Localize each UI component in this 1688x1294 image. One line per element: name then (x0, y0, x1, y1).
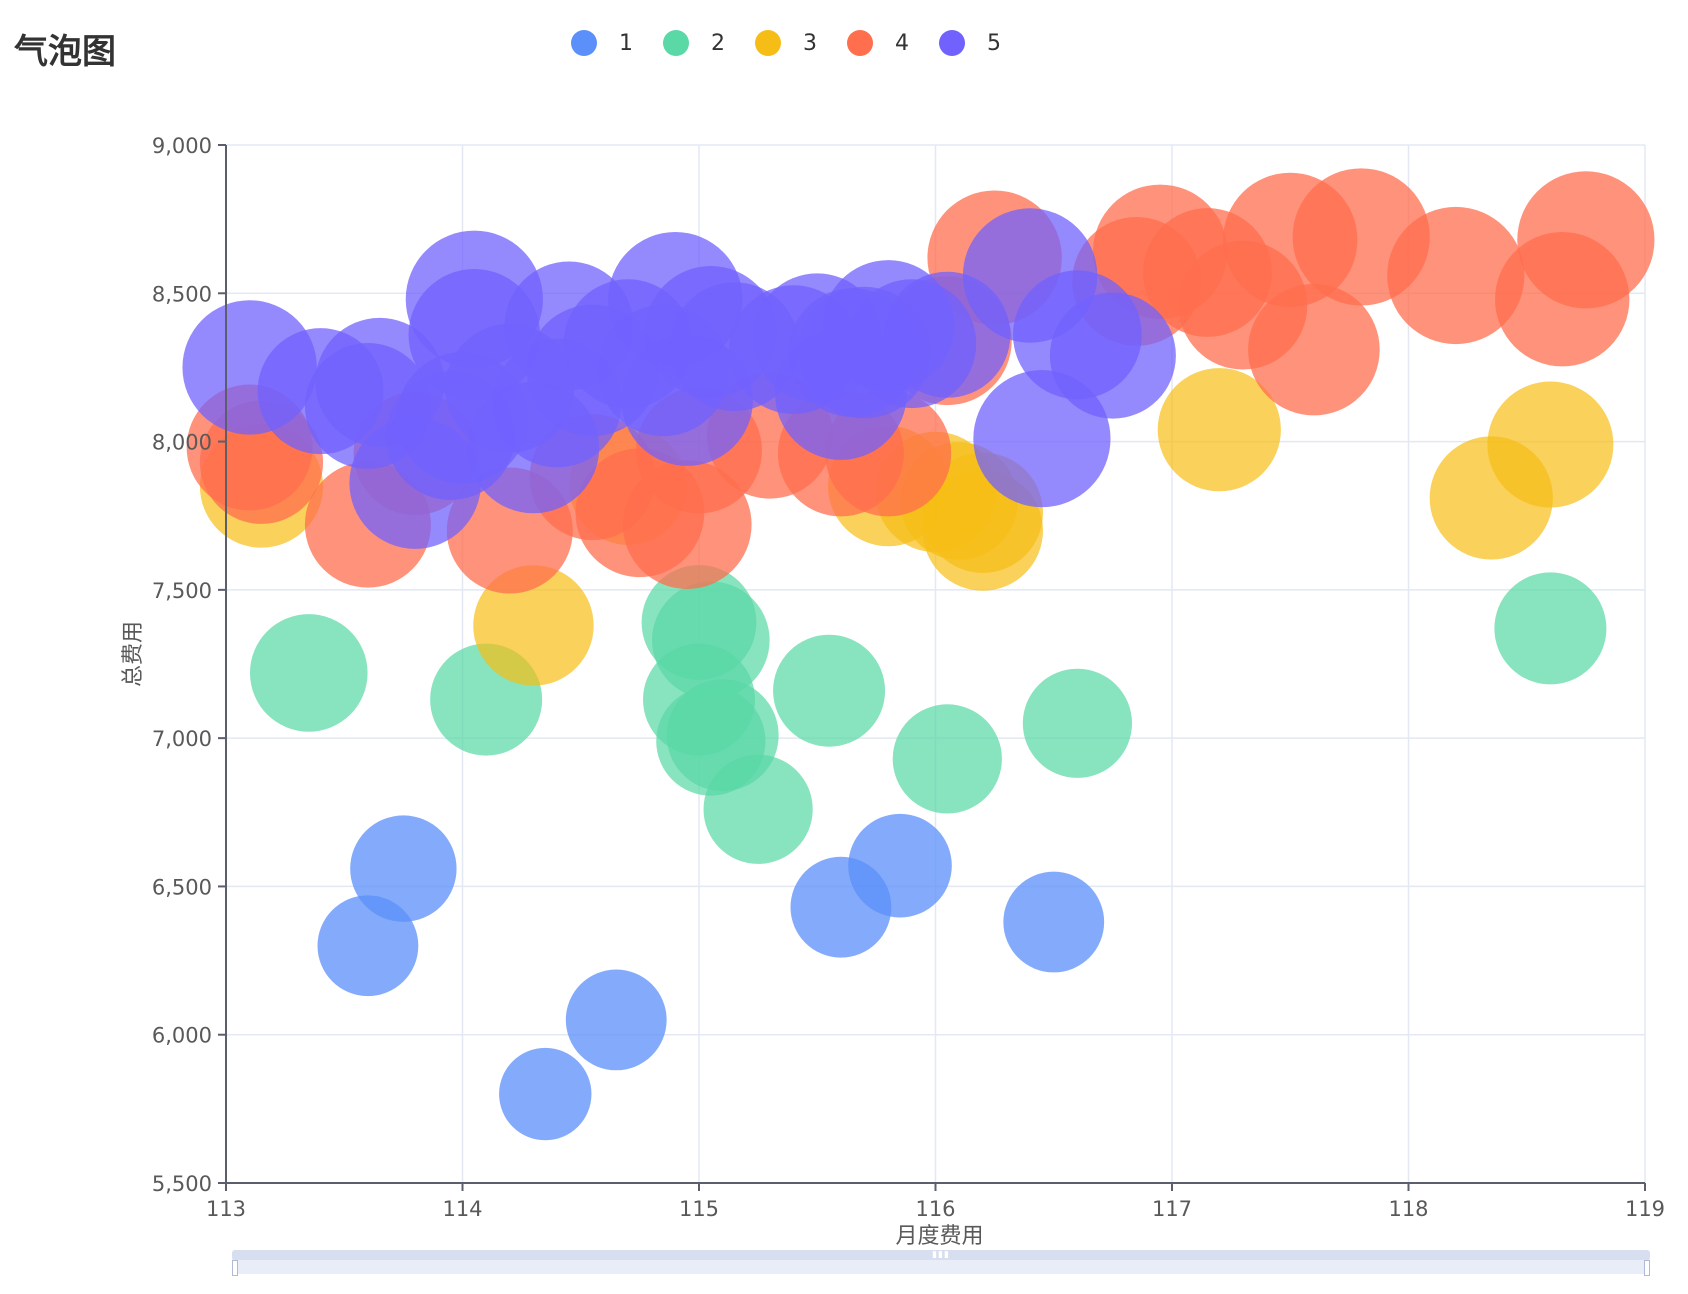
legend-label-series-2: 2 (711, 30, 725, 56)
x-tick-label: 114 (442, 1197, 482, 1221)
legend-swatch-series-5 (939, 30, 965, 56)
y-tick-label: 6,000 (152, 1024, 212, 1048)
y-tick-label: 9,000 (152, 134, 212, 158)
bubble-series-2[interactable] (773, 634, 886, 747)
y-tick-label: 8,000 (152, 431, 212, 455)
datazoom-track[interactable]: ▮▮▮ (232, 1250, 1650, 1260)
bubble-series-1[interactable] (350, 815, 457, 922)
legend-swatch-series-4 (847, 30, 873, 56)
datazoom-grip-icon[interactable]: ▮▮▮ (932, 1250, 950, 1260)
bubble-series-1[interactable] (565, 969, 667, 1071)
bubble-series-1[interactable] (499, 1047, 592, 1141)
y-tick-label: 5,500 (152, 1172, 212, 1196)
legend-item-series-1[interactable]: 1 (571, 30, 645, 56)
legend-swatch-series-3 (755, 30, 781, 56)
y-tick-label: 6,500 (152, 875, 212, 899)
y-axis-title: 总费用 (121, 621, 146, 687)
bubble-series-4[interactable] (1517, 171, 1655, 309)
legend-label-series-1: 1 (619, 30, 633, 56)
page-title: 气泡图 (14, 32, 116, 72)
bubble-series-2[interactable] (703, 754, 813, 864)
datazoom-left-handle[interactable] (232, 1260, 238, 1276)
legend-label-series-5: 5 (987, 30, 1001, 56)
legend-item-series-2[interactable]: 2 (663, 30, 737, 56)
bubble-series-1[interactable] (848, 813, 952, 918)
legend-swatch-series-1 (571, 30, 597, 56)
bubble-series-2[interactable] (1022, 668, 1132, 778)
bubble-series-2[interactable] (892, 704, 1002, 814)
legend-label-series-3: 3 (803, 30, 817, 56)
bubble-series-1[interactable] (1003, 871, 1105, 973)
bubble-series-4[interactable] (1248, 283, 1380, 416)
legend-item-series-4[interactable]: 4 (847, 30, 921, 56)
legend-item-series-5[interactable]: 5 (939, 30, 1013, 56)
chart-legend: 1 2 3 4 5 (0, 30, 1636, 56)
x-tick-label: 113 (206, 1197, 246, 1221)
legend-label-series-4: 4 (895, 30, 909, 56)
y-tick-label: 7,500 (152, 579, 212, 603)
datazoom-right-handle[interactable] (1644, 1260, 1650, 1276)
bubble-series-5[interactable] (1049, 292, 1176, 419)
y-tick-label: 7,000 (152, 727, 212, 751)
bubble-series-4[interactable] (1387, 206, 1525, 345)
bubble-series-3[interactable] (1487, 381, 1614, 508)
x-tick-label: 115 (679, 1197, 719, 1221)
legend-item-series-3[interactable]: 3 (755, 30, 829, 56)
bubble-series-3[interactable] (1157, 368, 1281, 492)
x-tick-label: 119 (1625, 1197, 1665, 1221)
legend-swatch-series-2 (663, 30, 689, 56)
bubble-series-3[interactable] (473, 565, 594, 686)
bubble-series-2[interactable] (249, 614, 368, 732)
x-axis-title: 月度费用 (895, 1224, 983, 1249)
y-tick-label: 8,500 (152, 282, 212, 306)
x-tick-label: 116 (915, 1197, 955, 1221)
bubble-series-2[interactable] (1494, 572, 1607, 685)
datazoom-slider[interactable]: ▮▮▮ (232, 1250, 1650, 1276)
x-tick-label: 117 (1152, 1197, 1192, 1221)
x-tick-label: 118 (1388, 1197, 1428, 1221)
